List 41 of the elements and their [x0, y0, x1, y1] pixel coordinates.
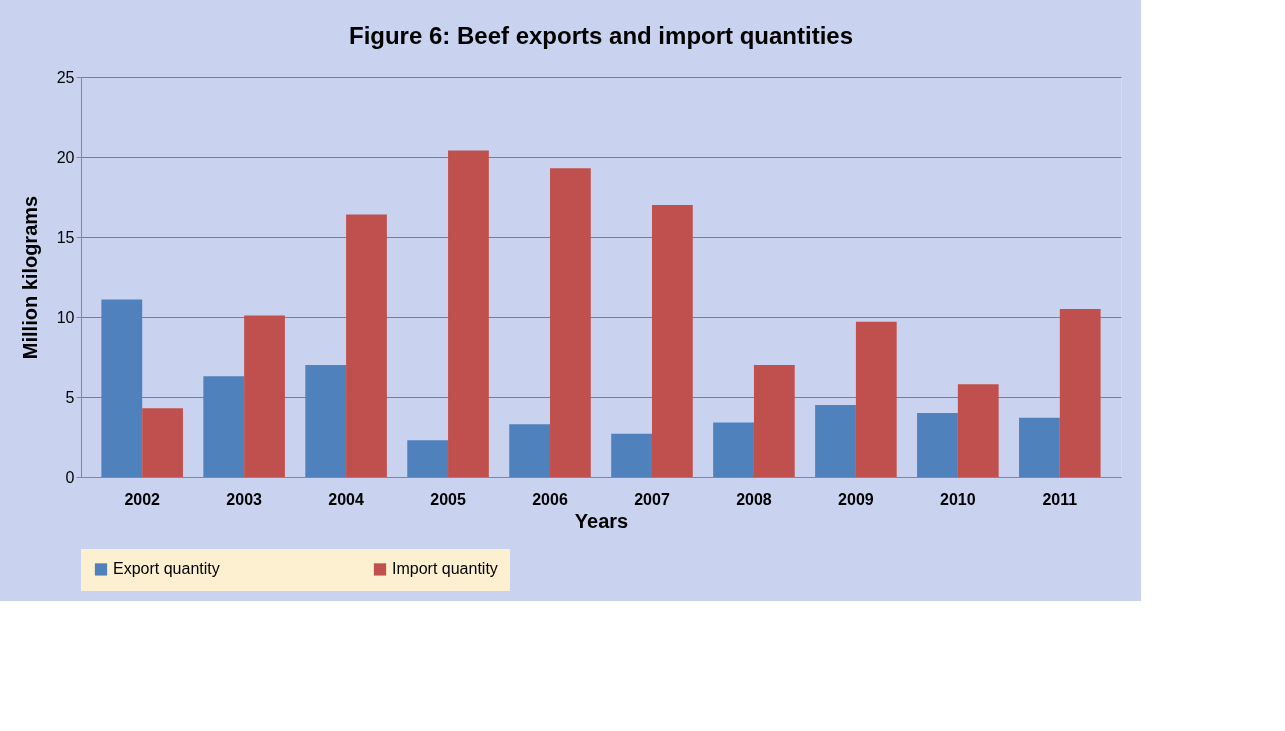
bar [550, 168, 591, 477]
x-tick-label: 2003 [226, 490, 263, 508]
x-tick-label: 2004 [328, 490, 364, 508]
x-tick-label: 2007 [634, 490, 670, 508]
bar [651, 205, 693, 477]
bar [407, 440, 449, 477]
y-tick-label: 15 [56, 228, 75, 246]
bar [1019, 417, 1060, 477]
y-tick-label: 5 [65, 388, 75, 406]
legend-label: Export quantity [113, 560, 220, 578]
bar [917, 413, 958, 477]
x-tick-label: 2008 [736, 490, 772, 508]
bar [203, 376, 245, 477]
bar [713, 422, 754, 477]
bar [509, 424, 551, 477]
bar [1059, 309, 1101, 477]
bar [142, 408, 183, 477]
bar [957, 384, 999, 477]
legend-label: Import quantity [392, 560, 498, 578]
bar [611, 433, 652, 477]
x-tick-label: 2009 [838, 490, 874, 508]
bar [855, 321, 897, 477]
bar [346, 214, 387, 477]
chart-title: Figure 6: Beef exports and import quantities [348, 22, 854, 49]
bar [815, 405, 856, 477]
x-tick-label: 2005 [430, 490, 466, 508]
y-axis-title: Million kilograms [18, 195, 41, 360]
y-tick-label: 25 [56, 68, 75, 86]
x-axis-title: Years [574, 509, 629, 532]
x-tick-label: 2002 [124, 490, 161, 508]
y-tick-label: 20 [56, 148, 75, 166]
bar [101, 299, 143, 477]
bar [753, 365, 795, 477]
y-tick-label: 0 [65, 468, 75, 486]
x-tick-label: 2006 [532, 490, 568, 508]
bar [305, 365, 347, 477]
y-tick-label: 10 [56, 308, 75, 326]
x-tick-label: 2010 [940, 490, 976, 508]
x-tick-label: 2011 [1042, 490, 1078, 508]
bar [244, 315, 285, 477]
bar [448, 150, 489, 477]
